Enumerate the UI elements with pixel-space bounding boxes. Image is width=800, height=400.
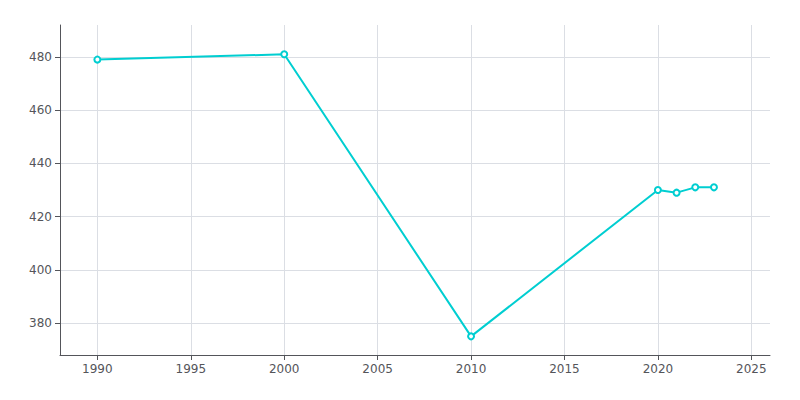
svg-text:2025: 2025 (736, 362, 767, 376)
svg-text:380: 380 (29, 316, 52, 330)
svg-text:420: 420 (29, 210, 52, 224)
svg-text:2015: 2015 (549, 362, 580, 376)
svg-text:2000: 2000 (269, 362, 300, 376)
svg-text:480: 480 (29, 50, 52, 64)
svg-text:2005: 2005 (362, 362, 393, 376)
svg-text:440: 440 (29, 156, 52, 170)
svg-text:2010: 2010 (456, 362, 487, 376)
svg-text:460: 460 (29, 103, 52, 117)
svg-text:2020: 2020 (643, 362, 674, 376)
svg-text:1995: 1995 (176, 362, 207, 376)
svg-text:400: 400 (29, 263, 52, 277)
svg-text:1990: 1990 (82, 362, 113, 376)
